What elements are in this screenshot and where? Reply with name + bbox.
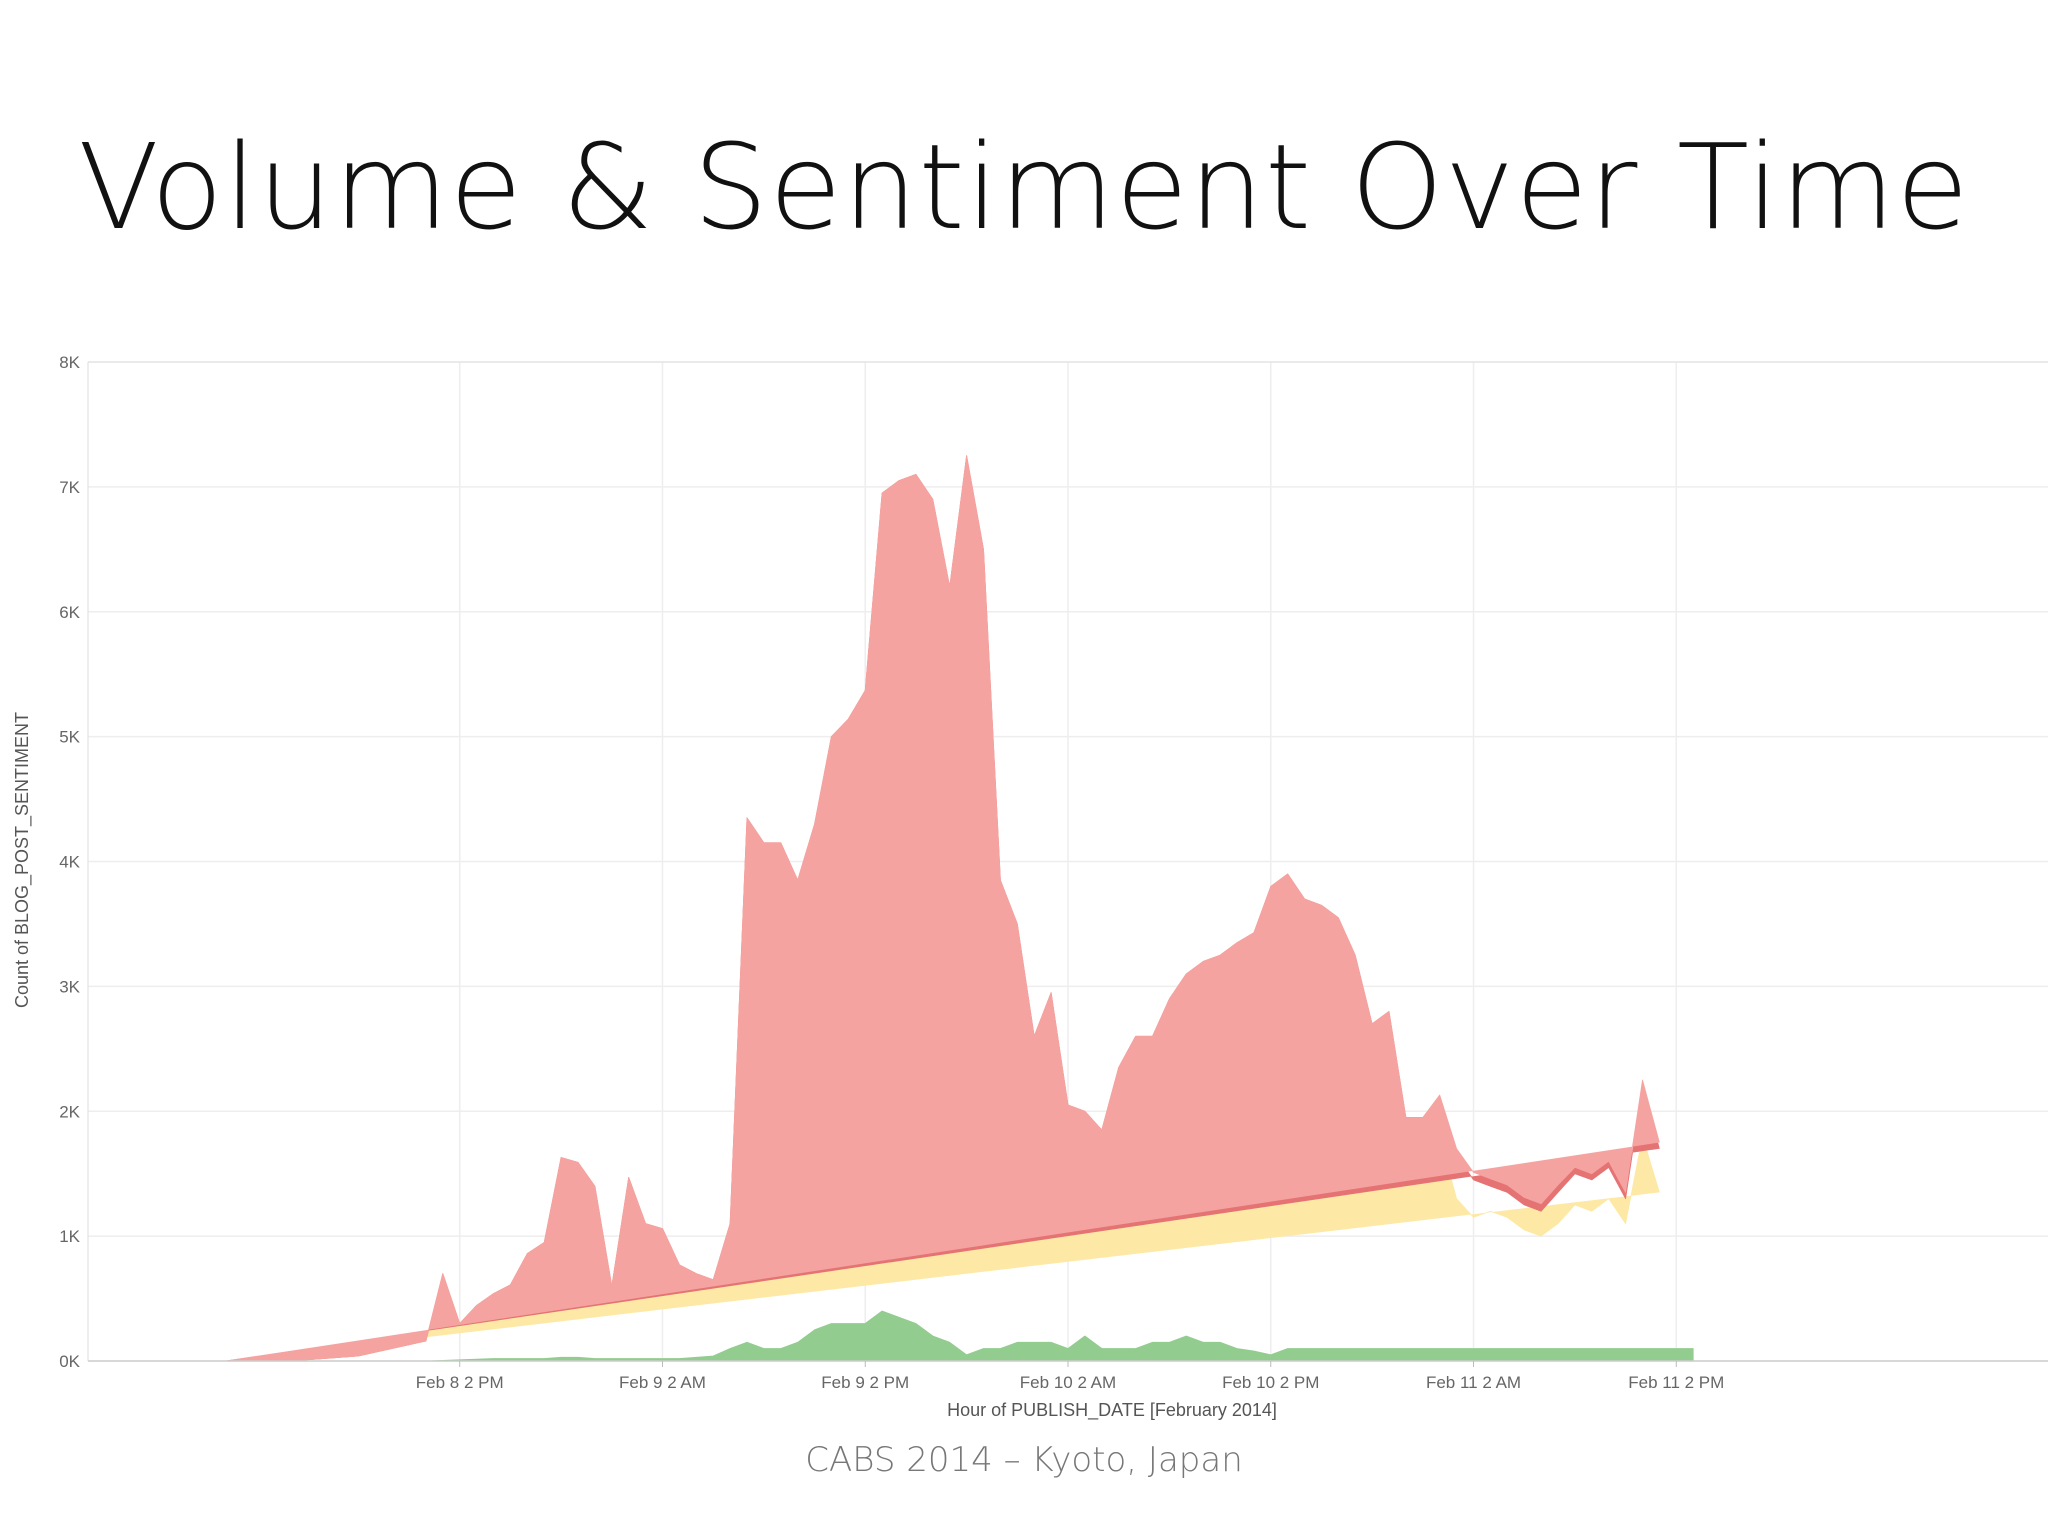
y-tick-label: 3K <box>59 977 80 996</box>
y-tick-label: 2K <box>59 1102 80 1121</box>
y-tick-label: 0K <box>59 1352 80 1371</box>
y-tick-label: 1K <box>59 1227 80 1246</box>
stacked-areas <box>222 455 1694 1362</box>
x-axis-title: Hour of PUBLISH_DATE [February 2014] <box>947 1400 1277 1421</box>
y-tick-label: 5K <box>59 728 80 747</box>
x-tick-label: Feb 9 2 PM <box>821 1373 909 1392</box>
area-series-negative-light <box>223 455 1660 1362</box>
y-tick-label: 7K <box>59 478 80 497</box>
slide-footer: CABS 2014 – Kyoto, Japan <box>805 1440 1243 1480</box>
y-tick-label: 8K <box>59 353 80 372</box>
x-axis-ticks: Feb 8 2 PM Feb 9 2 AM Feb 9 2 PM Feb 10 2 A… <box>416 1361 1724 1392</box>
x-tick-label: Feb 11 2 AM <box>1426 1373 1521 1392</box>
x-tick-label: Feb 10 2 PM <box>1222 1373 1319 1392</box>
y-axis-title: Count of BLOG_POST_SENTIMENT <box>12 712 33 1008</box>
y-tick-label: 6K <box>59 603 80 622</box>
y-tick-label: 4K <box>59 853 80 872</box>
x-tick-label: Feb 8 2 PM <box>416 1373 504 1392</box>
x-tick-label: Feb 10 2 AM <box>1020 1373 1116 1392</box>
x-tick-label: Feb 9 2 AM <box>619 1373 706 1392</box>
slide-title: Volume & Sentiment Over Time <box>78 118 1970 256</box>
y-axis-ticks: 0K 1K 2K 3K 4K 5K 6K 7K 8K <box>59 353 80 1371</box>
x-tick-label: Feb 11 2 PM <box>1628 1373 1724 1392</box>
